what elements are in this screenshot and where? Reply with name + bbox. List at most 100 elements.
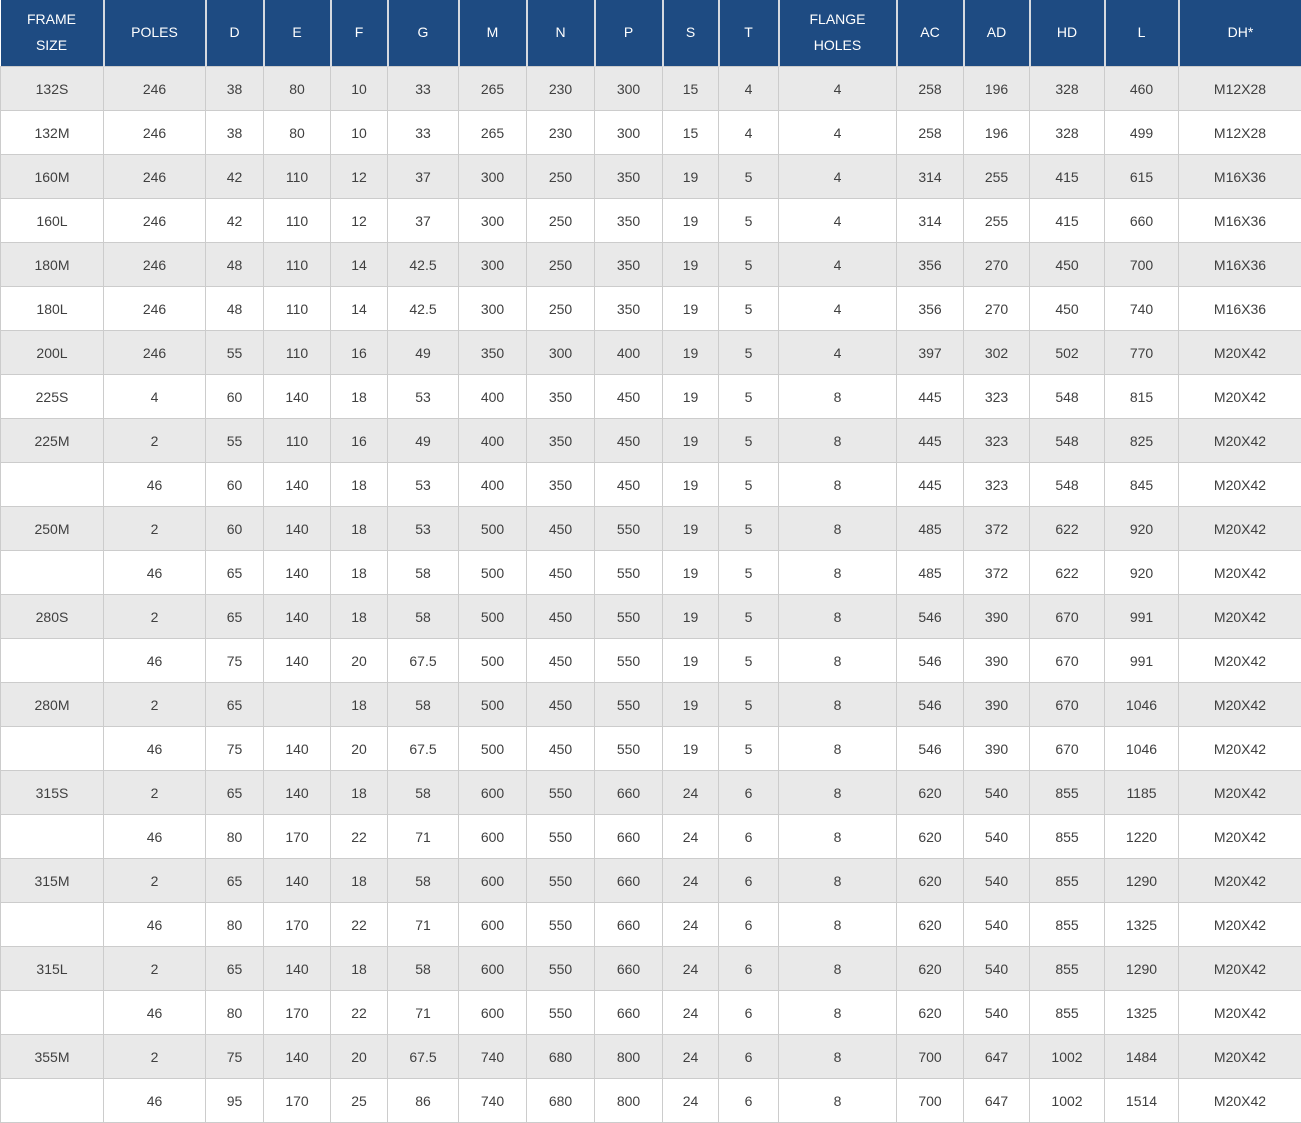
cell-ac: 546 xyxy=(896,638,964,683)
cell-f: 14 xyxy=(330,286,388,331)
cell-n: 680 xyxy=(526,1034,595,1079)
cell-f: 20 xyxy=(330,638,388,683)
table-body: 132S 246 38 80 10 33 265 230 300 15 4 4 258 196 328 460… xyxy=(0,66,1301,1123)
cell-ac: 620 xyxy=(896,902,964,947)
column-header-l: L xyxy=(1104,0,1180,67)
cell-f: 12 xyxy=(330,198,388,243)
cell-ad: 372 xyxy=(963,550,1030,595)
cell-s: 24 xyxy=(662,1034,719,1079)
cell-l: 825 xyxy=(1104,418,1179,463)
cell-d: 65 xyxy=(205,946,264,991)
cell-poles: 246 xyxy=(103,198,206,243)
cell-l: 1220 xyxy=(1104,814,1179,859)
cell-d: 55 xyxy=(205,330,264,375)
cell-hd: 415 xyxy=(1029,154,1105,199)
cell-s: 19 xyxy=(662,198,719,243)
table-row: 180L 246 48 110 14 42.5 300 250 350 19 5 4 356 270 450… xyxy=(0,286,1301,331)
column-header-p: P xyxy=(594,0,664,67)
cell-poles: 2 xyxy=(103,946,206,991)
cell-p: 550 xyxy=(594,594,663,639)
cell-hd: 450 xyxy=(1029,286,1105,331)
cell-dh: M20X42 xyxy=(1178,550,1301,595)
cell-poles: 46 xyxy=(103,1078,206,1123)
cell-poles: 246 xyxy=(103,286,206,331)
cell-frame-size: 280M xyxy=(0,682,104,727)
cell-flange-holes: 8 xyxy=(778,814,897,859)
cell-f: 18 xyxy=(330,462,388,507)
cell-ad: 540 xyxy=(963,770,1030,815)
table-row: 46 80 170 22 71 600 550 660 24 6 8 620 540 855 1325 M20… xyxy=(0,902,1301,947)
cell-frame-size: 225S xyxy=(0,374,104,419)
cell-hd: 548 xyxy=(1029,374,1105,419)
cell-l: 740 xyxy=(1104,286,1179,331)
cell-ad: 390 xyxy=(963,682,1030,727)
cell-m: 740 xyxy=(458,1078,527,1123)
cell-n: 550 xyxy=(526,946,595,991)
cell-g: 71 xyxy=(387,814,459,859)
cell-ac: 620 xyxy=(896,770,964,815)
cell-t: 6 xyxy=(718,858,779,903)
cell-d: 42 xyxy=(205,154,264,199)
cell-t: 4 xyxy=(718,110,779,155)
cell-poles: 46 xyxy=(103,902,206,947)
cell-l: 1290 xyxy=(1104,946,1179,991)
cell-l: 1325 xyxy=(1104,990,1179,1035)
cell-hd: 855 xyxy=(1029,770,1105,815)
table-row: 46 75 140 20 67.5 500 450 550 19 5 8 546 390 670 991 M2… xyxy=(0,638,1301,683)
cell-hd: 548 xyxy=(1029,462,1105,507)
cell-e: 110 xyxy=(263,154,331,199)
cell-dh: M20X42 xyxy=(1178,990,1301,1035)
cell-flange-holes: 4 xyxy=(778,110,897,155)
cell-dh: M20X42 xyxy=(1178,462,1301,507)
cell-ac: 314 xyxy=(896,154,964,199)
cell-d: 48 xyxy=(205,286,264,331)
cell-g: 49 xyxy=(387,418,459,463)
cell-d: 48 xyxy=(205,242,264,287)
cell-ac: 258 xyxy=(896,66,964,111)
cell-poles: 246 xyxy=(103,330,206,375)
cell-m: 500 xyxy=(458,550,527,595)
cell-frame-size xyxy=(0,1078,104,1123)
cell-e: 140 xyxy=(263,550,331,595)
cell-ad: 540 xyxy=(963,902,1030,947)
cell-dh: M20X42 xyxy=(1178,506,1301,551)
cell-d: 65 xyxy=(205,858,264,903)
cell-poles: 46 xyxy=(103,550,206,595)
cell-dh: M20X42 xyxy=(1178,1078,1301,1123)
cell-g: 67.5 xyxy=(387,638,459,683)
cell-f: 10 xyxy=(330,110,388,155)
cell-hd: 1002 xyxy=(1029,1034,1105,1079)
cell-n: 250 xyxy=(526,198,595,243)
cell-n: 550 xyxy=(526,814,595,859)
cell-t: 5 xyxy=(718,418,779,463)
cell-hd: 1002 xyxy=(1029,1078,1105,1123)
cell-ac: 258 xyxy=(896,110,964,155)
cell-m: 600 xyxy=(458,858,527,903)
cell-dh: M20X42 xyxy=(1178,902,1301,947)
cell-g: 86 xyxy=(387,1078,459,1123)
cell-dh: M20X42 xyxy=(1178,682,1301,727)
cell-t: 6 xyxy=(718,990,779,1035)
cell-f: 20 xyxy=(330,1034,388,1079)
column-header-hd: HD xyxy=(1029,0,1106,67)
cell-ac: 620 xyxy=(896,814,964,859)
cell-ad: 323 xyxy=(963,462,1030,507)
cell-p: 450 xyxy=(594,418,663,463)
cell-ad: 540 xyxy=(963,990,1030,1035)
column-header-s: S xyxy=(662,0,720,67)
cell-ac: 356 xyxy=(896,286,964,331)
cell-frame-size: 280S xyxy=(0,594,104,639)
cell-e: 110 xyxy=(263,330,331,375)
cell-p: 800 xyxy=(594,1078,663,1123)
cell-l: 815 xyxy=(1104,374,1179,419)
cell-n: 250 xyxy=(526,242,595,287)
cell-l: 770 xyxy=(1104,330,1179,375)
cell-s: 19 xyxy=(662,286,719,331)
cell-n: 250 xyxy=(526,286,595,331)
cell-e: 140 xyxy=(263,506,331,551)
cell-hd: 450 xyxy=(1029,242,1105,287)
cell-d: 80 xyxy=(205,814,264,859)
cell-frame-size: 200L xyxy=(0,330,104,375)
cell-m: 500 xyxy=(458,726,527,771)
cell-poles: 46 xyxy=(103,990,206,1035)
